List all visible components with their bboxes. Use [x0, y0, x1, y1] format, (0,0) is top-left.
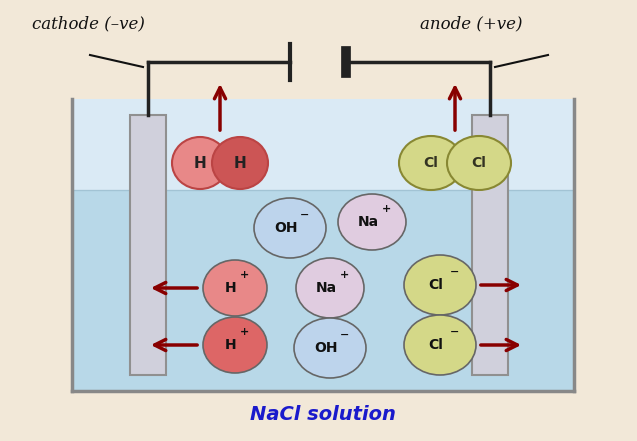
Text: OH: OH	[314, 341, 338, 355]
Ellipse shape	[296, 258, 364, 318]
Ellipse shape	[447, 136, 511, 190]
Text: +: +	[340, 269, 349, 280]
Text: OH: OH	[275, 221, 297, 235]
Text: +: +	[240, 270, 249, 280]
Polygon shape	[72, 99, 574, 190]
Polygon shape	[130, 115, 166, 375]
Text: H: H	[234, 156, 247, 171]
Text: Cl: Cl	[424, 156, 438, 170]
Ellipse shape	[212, 137, 268, 189]
Ellipse shape	[338, 194, 406, 250]
Text: Cl: Cl	[429, 278, 443, 292]
Text: Cl: Cl	[429, 338, 443, 352]
Text: Na: Na	[315, 281, 336, 295]
Ellipse shape	[203, 317, 267, 373]
Polygon shape	[472, 115, 508, 375]
Text: +: +	[382, 204, 391, 214]
Text: Na: Na	[357, 215, 378, 229]
Ellipse shape	[294, 318, 366, 378]
Text: NaCl solution: NaCl solution	[250, 406, 396, 425]
Text: cathode (–ve): cathode (–ve)	[32, 15, 145, 32]
Text: H: H	[225, 281, 237, 295]
Ellipse shape	[172, 137, 228, 189]
Ellipse shape	[404, 255, 476, 315]
Text: anode (+ve): anode (+ve)	[420, 15, 522, 32]
Polygon shape	[72, 190, 574, 391]
Ellipse shape	[399, 136, 463, 190]
Text: +: +	[240, 327, 249, 337]
Ellipse shape	[254, 198, 326, 258]
Text: −: −	[450, 266, 459, 277]
Text: −: −	[340, 329, 349, 340]
Ellipse shape	[404, 315, 476, 375]
Text: −: −	[450, 326, 459, 336]
Text: −: −	[300, 209, 310, 220]
Text: H: H	[194, 156, 206, 171]
Text: Cl: Cl	[471, 156, 487, 170]
Ellipse shape	[203, 260, 267, 316]
Text: H: H	[225, 338, 237, 352]
